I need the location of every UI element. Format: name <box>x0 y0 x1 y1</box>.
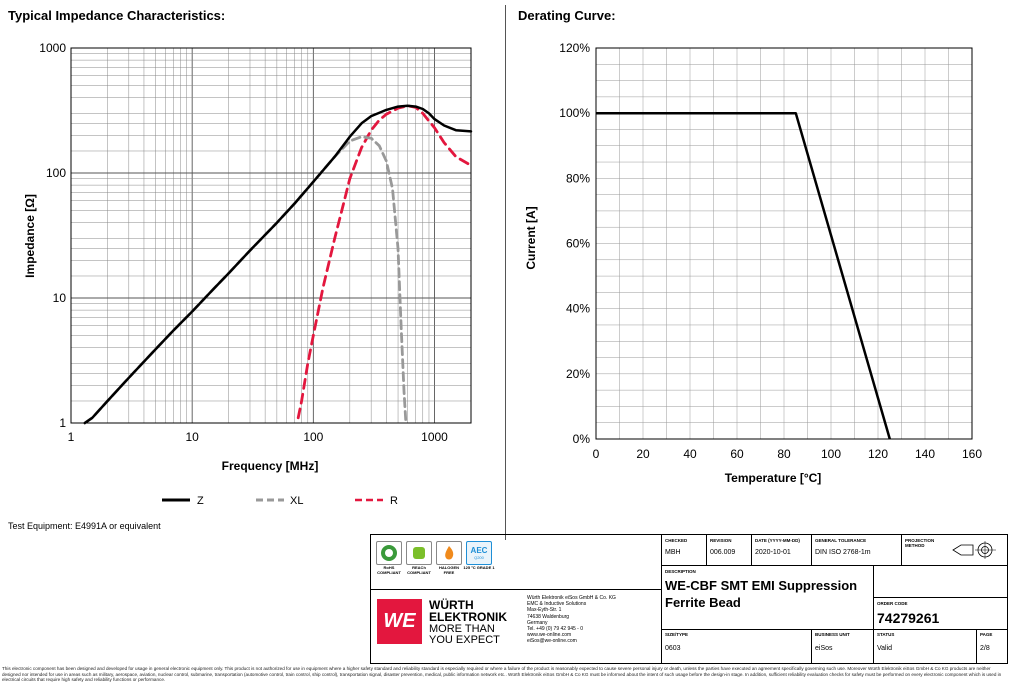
address-line: Würth Elektronik eiSos GmbH & Co. KG <box>527 595 616 601</box>
derating-x-tick-label: 160 <box>962 447 982 461</box>
address-line: Tel. +49 (0) 79 42 945 - 0 <box>527 626 584 633</box>
derating-y-tick-label: 40% <box>566 302 590 316</box>
section-divider <box>505 5 506 540</box>
date-label: DATE (YYYY-MM-DD) <box>755 538 800 543</box>
derating-y-tick-label: 120% <box>559 41 590 55</box>
checked-value: MBH <box>665 549 681 556</box>
description-label: DESCRIPTION <box>665 569 696 574</box>
derating-x-tick-label: 80 <box>777 447 791 461</box>
tolerance-label: GENERAL TOLERANCE <box>815 538 867 543</box>
impedance-plot-frame <box>70 47 472 424</box>
reach-badge <box>406 541 432 565</box>
derating-x-tick-label: 0 <box>593 447 600 461</box>
size-label: SIZE/TYPE <box>665 632 689 637</box>
derating-y-axis-label: Current [A] <box>524 206 538 269</box>
impedance-y-axis-label: Impedance [Ω] <box>23 194 37 278</box>
halogen-caption: HALOGEN FREE <box>439 565 459 575</box>
impedance-x-tick-label: 10 <box>185 430 199 444</box>
status-label: STATUS <box>877 632 895 637</box>
status-value: Valid <box>877 645 893 652</box>
legend-r-label: R <box>390 495 398 507</box>
rohs-caption: RoHS COMPLIANT <box>377 565 401 575</box>
impedance-x-tick-label: 1000 <box>421 430 448 444</box>
company-address: Würth Elektronik eiSos GmbH & Co. KG EMC … <box>527 595 616 645</box>
business-unit-label: BUSINESS UNIT <box>815 632 850 637</box>
derating-plot-frame <box>595 47 973 440</box>
order-code-value: 74279261 <box>877 610 940 626</box>
halogen-flame-icon <box>445 546 454 560</box>
rohs-icon <box>381 545 397 561</box>
date-value: 2020-10-01 <box>755 549 791 556</box>
page-label: PAGE <box>980 632 993 637</box>
address-line: EMC & Inductive Solutions <box>527 601 587 608</box>
reach-icon <box>413 547 425 559</box>
impedance-series-r-line <box>296 104 473 420</box>
aec-badge: AEC Q200 <box>466 541 492 565</box>
aec-caption: 125 °C GRADE 1 <box>463 565 495 570</box>
title-block: RoHS COMPLIANT REACh COMPLIANT HALOGEN FREE… <box>370 534 1008 664</box>
business-unit-value: eiSos <box>815 645 833 652</box>
impedance-grid <box>70 48 472 424</box>
halogen-badge <box>436 541 462 565</box>
address-line: eiSos@we-online.com <box>527 638 577 645</box>
size-value: 0603 <box>665 645 681 652</box>
page-value: 2/8 <box>980 645 990 652</box>
reach-caption: REACh COMPLIANT <box>407 565 431 575</box>
impedance-y-tick-label: 100 <box>46 166 66 180</box>
impedance-y-tick-label: 1000 <box>39 41 66 55</box>
derating-ticks: 0 20 40 60 80 100 120 140 160 0% 20% 40% 60% 80% 100% 1… <box>559 41 982 461</box>
rohs-badge <box>376 541 402 565</box>
projection-label: PROJECTION METHOD <box>905 538 935 548</box>
projection-method-icon <box>952 541 996 559</box>
brand-name: WÜRTH ELEKTRONIK <box>429 598 507 624</box>
derating-y-tick-label: 0% <box>573 432 591 446</box>
impedance-chart: 1 10 100 1000 1 10 100 1000 Frequency [MHz] Imp… <box>23 41 473 507</box>
description-text: WE-CBF SMT EMI Suppression Ferrite Bead <box>665 578 858 610</box>
impedance-series <box>83 104 473 425</box>
impedance-series-z-line <box>83 104 473 425</box>
impedance-legend: Z XL R <box>162 495 398 507</box>
legend-z-label: Z <box>197 495 204 507</box>
derating-x-tick-label: 140 <box>915 447 935 461</box>
checked-label: CHECKED <box>665 538 688 543</box>
revision-label: REVISION <box>710 538 732 543</box>
address-line: Germany <box>527 619 548 626</box>
impedance-y-tick-label: 10 <box>53 291 67 305</box>
legend-xl-label: XL <box>290 495 303 507</box>
derating-x-tick-label: 60 <box>730 447 744 461</box>
impedance-y-tick-label: 1 <box>59 416 66 430</box>
derating-y-tick-label: 60% <box>566 237 590 251</box>
impedance-x-axis-label: Frequency [MHz] <box>222 459 319 473</box>
impedance-x-tick-label: 1 <box>68 430 75 444</box>
derating-y-tick-label: 20% <box>566 367 590 381</box>
revision-value: 006.009 <box>710 549 736 556</box>
derating-x-tick-label: 20 <box>636 447 650 461</box>
legal-disclaimer: This electronic component has been desig… <box>2 666 1002 683</box>
derating-x-tick-label: 120 <box>868 447 888 461</box>
impedance-x-tick-label: 100 <box>303 430 323 444</box>
test-equipment-note: Test Equipment: E4991A or equivalent <box>8 521 161 531</box>
we-logo-mark: WE <box>377 599 422 644</box>
address-line: www.we-online.com <box>527 632 572 639</box>
address-line: Max-Eyth-Str. 1 <box>527 607 562 614</box>
derating-section-title: Derating Curve: <box>518 8 616 23</box>
derating-x-tick-label: 100 <box>821 447 841 461</box>
derating-y-tick-label: 80% <box>566 171 590 185</box>
derating-grid <box>595 47 973 440</box>
impedance-ticks: 1 10 100 1000 1 10 100 1000 <box>39 41 448 444</box>
derating-x-tick-label: 40 <box>683 447 697 461</box>
impedance-series-xl-line <box>83 135 408 425</box>
impedance-section-title: Typical Impedance Characteristics: <box>8 8 226 23</box>
derating-y-tick-label: 100% <box>559 106 590 120</box>
derating-series <box>596 111 892 440</box>
derating-x-axis-label: Temperature [°C] <box>725 471 822 485</box>
address-line: 74638 Waldenburg <box>527 613 570 620</box>
derating-curve-line <box>596 111 892 440</box>
derating-chart: 0 20 40 60 80 100 120 140 160 0% 20% 40% 60% 80% 100% 1… <box>524 41 982 485</box>
order-code-label: ORDER CODE <box>877 601 908 606</box>
brand-slogan: MORE THAN YOU EXPECT <box>429 623 500 646</box>
tolerance-value: DIN ISO 2768-1m <box>815 549 871 556</box>
